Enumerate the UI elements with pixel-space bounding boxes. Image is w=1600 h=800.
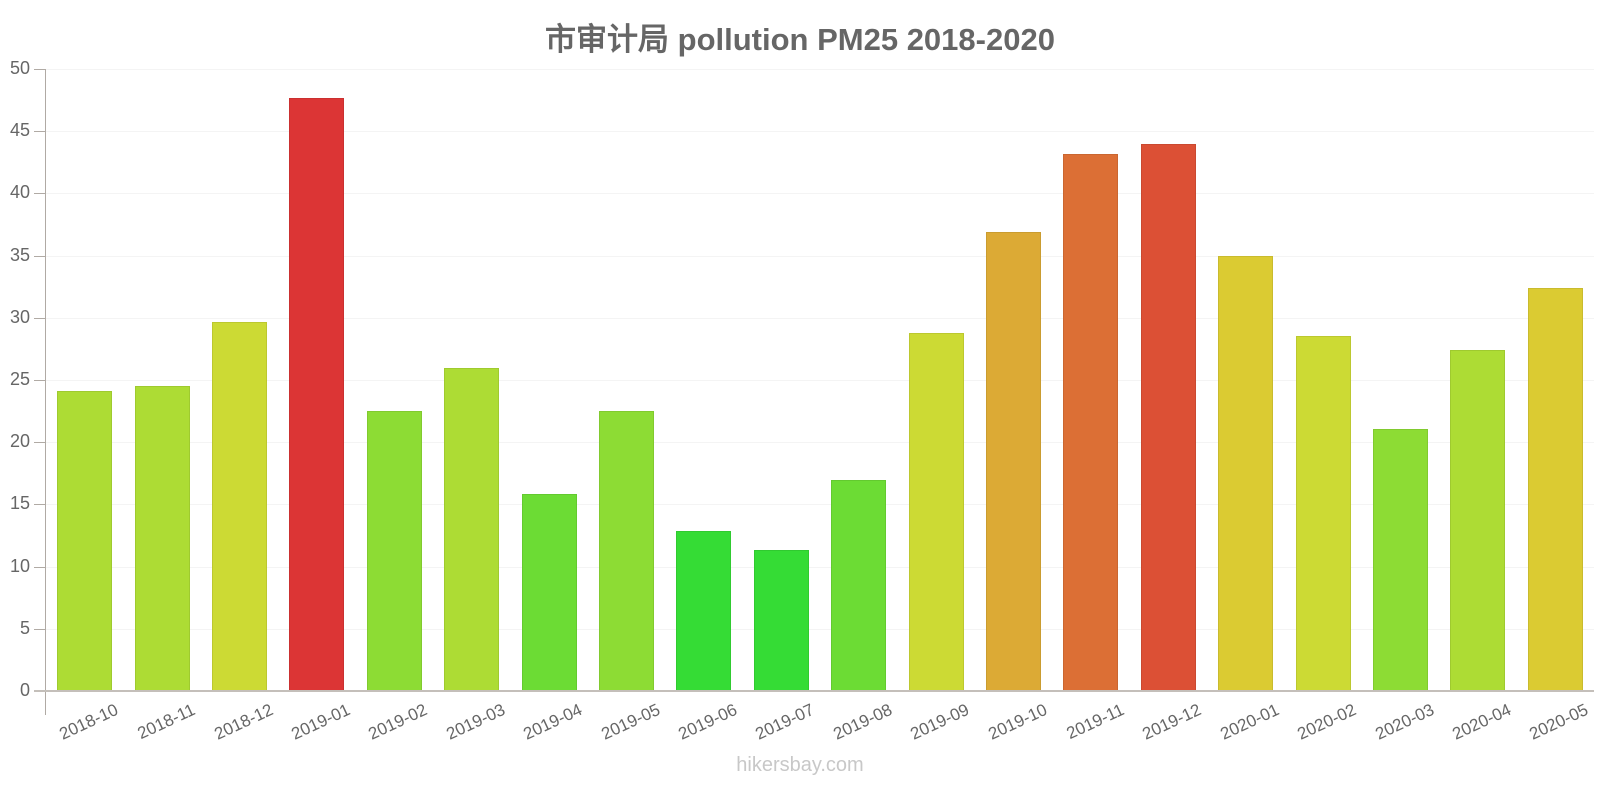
bar-2019-09[interactable]: [909, 333, 964, 691]
watermark: hikersbay.com: [736, 754, 864, 776]
bar-2020-02[interactable]: [1296, 336, 1351, 691]
bar-2020-01[interactable]: [1218, 256, 1273, 691]
bar-2019-08[interactable]: [831, 480, 886, 691]
bar-2019-12[interactable]: [1141, 144, 1196, 691]
y-tick-mark: [34, 567, 45, 568]
y-tick-label: 10: [9, 556, 30, 576]
y-tick-mark: [34, 442, 45, 443]
y-axis-line: [45, 69, 46, 715]
y-tick-label: 35: [9, 245, 30, 265]
y-tick-mark: [34, 256, 45, 257]
y-tick-label: 40: [9, 182, 30, 202]
gridline: [46, 318, 1594, 319]
gridline: [46, 442, 1594, 443]
bar-2018-10[interactable]: [57, 391, 112, 691]
y-tick-mark: [34, 318, 45, 319]
bar-2019-01[interactable]: [289, 98, 344, 691]
gridline: [46, 629, 1594, 630]
gridline: [46, 131, 1594, 132]
x-axis-line: [34, 690, 1594, 692]
bar-2018-12[interactable]: [212, 322, 267, 691]
y-tick-mark: [34, 380, 45, 381]
bar-2019-04[interactable]: [522, 494, 577, 691]
bar-2019-02[interactable]: [367, 411, 422, 691]
gridline: [46, 69, 1594, 70]
y-tick-mark: [34, 504, 45, 505]
y-tick-mark: [34, 629, 45, 630]
bar-2019-10[interactable]: [986, 232, 1041, 691]
bar-2019-03[interactable]: [444, 368, 499, 691]
gridline: [46, 504, 1594, 505]
y-tick-label: 30: [9, 307, 30, 327]
y-tick-label: 25: [9, 369, 30, 389]
y-tick-mark: [34, 193, 45, 194]
bar-2020-03[interactable]: [1373, 429, 1428, 691]
bar-2020-05[interactable]: [1528, 288, 1583, 691]
bar-2019-06[interactable]: [676, 531, 731, 691]
bar-2020-04[interactable]: [1450, 350, 1505, 691]
y-tick-label: 5: [19, 618, 30, 638]
y-tick-label: 45: [9, 120, 30, 140]
y-tick-label: 0: [19, 680, 30, 700]
y-tick-label: 20: [9, 431, 30, 451]
gridline: [46, 380, 1594, 381]
gridline: [46, 193, 1594, 194]
bar-2019-11[interactable]: [1063, 154, 1118, 691]
bar-2018-11[interactable]: [135, 386, 190, 691]
y-tick-mark: [34, 131, 45, 132]
chart-title: 市审计局 pollution PM25 2018-2020: [545, 22, 1055, 57]
y-tick-label: 50: [9, 58, 30, 78]
y-tick-label: 15: [9, 493, 30, 513]
bar-2019-05[interactable]: [599, 411, 654, 691]
gridline: [46, 256, 1594, 257]
y-tick-mark: [34, 69, 45, 70]
bar-2019-07[interactable]: [754, 550, 809, 691]
gridline: [46, 567, 1594, 568]
